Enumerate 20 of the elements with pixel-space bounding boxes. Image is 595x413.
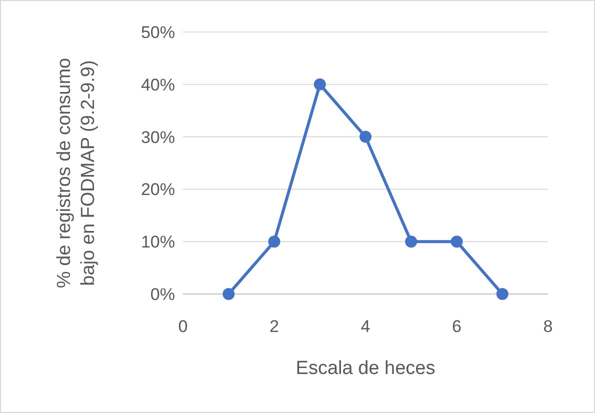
point — [314, 78, 326, 90]
x-tick-label: 6 — [452, 317, 462, 336]
point — [360, 130, 372, 143]
y-tick-label: 40% — [140, 75, 175, 94]
x-tick-label: 4 — [360, 317, 370, 336]
point — [450, 236, 463, 248]
x-tick-label: 2 — [270, 317, 279, 336]
point — [268, 236, 280, 248]
y-axis-title: % de registros de consumo bajo en FODMAP (9.2-9.9) — [54, 58, 99, 288]
point — [405, 236, 418, 248]
y-tick-label: 30% — [140, 128, 175, 147]
x-axis-title: Escala de heces — [296, 358, 436, 379]
x-tick-label: 0 — [178, 317, 188, 336]
y-tick-label: 10% — [140, 232, 175, 252]
y-tick-label: 0% — [150, 284, 175, 304]
x-tick-label: 8 — [543, 317, 553, 336]
point — [496, 288, 508, 300]
point — [222, 288, 235, 300]
y-tick-label: 50% — [140, 22, 175, 42]
y-tick-label: 20% — [140, 180, 175, 200]
